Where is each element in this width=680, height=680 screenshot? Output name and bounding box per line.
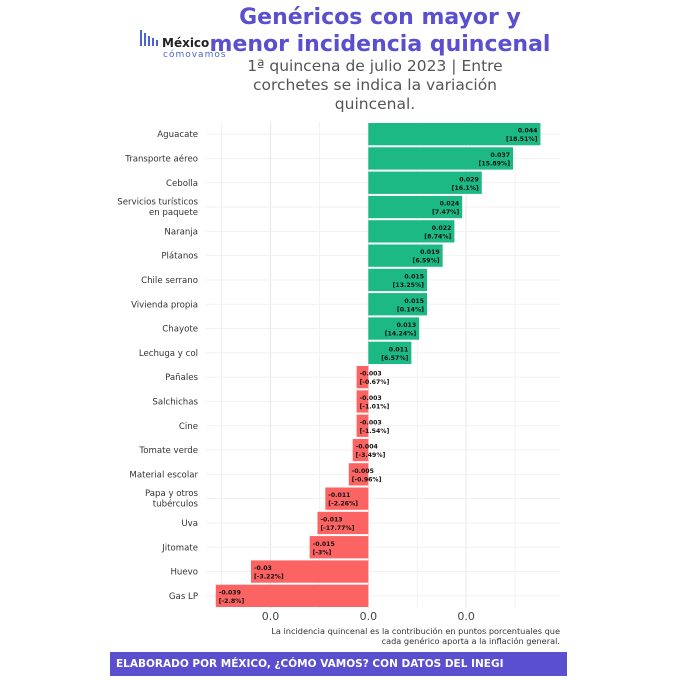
variation-label: [15.89%] bbox=[479, 160, 511, 167]
category-label: Gas LP bbox=[169, 592, 198, 602]
value-label: -0.003 bbox=[360, 419, 382, 426]
variation-label: [13.25%] bbox=[393, 282, 425, 289]
category-label: Salchichas bbox=[152, 397, 198, 407]
bar bbox=[348, 463, 369, 486]
value-label: 0.037 bbox=[490, 152, 510, 159]
bar bbox=[368, 171, 482, 194]
bar bbox=[368, 244, 443, 267]
chart-subtitle: 1ª quincena de julio 2023 | Entre corche… bbox=[247, 57, 503, 113]
category-label: Pañales bbox=[165, 373, 198, 383]
category-label: Tomate verde bbox=[138, 446, 198, 456]
category-label: Vivienda propia bbox=[131, 300, 198, 310]
x-tick-label: 0.0 bbox=[262, 610, 280, 623]
value-label: 0.029 bbox=[459, 176, 479, 183]
variation-label: [7.47%] bbox=[432, 209, 459, 216]
value-label: -0.013 bbox=[320, 516, 342, 523]
bar bbox=[368, 317, 420, 340]
value-label: 0.015 bbox=[404, 298, 424, 305]
variation-label: [-0.96%] bbox=[352, 476, 382, 483]
bar bbox=[368, 147, 514, 170]
x-tick-label: 0.0 bbox=[457, 610, 475, 623]
category-label: Cebolla bbox=[166, 179, 198, 189]
category-label: Plátanos bbox=[161, 252, 198, 262]
category-label: Material escolar bbox=[129, 470, 198, 480]
variation-label: [16.1%] bbox=[452, 185, 479, 192]
category-label: tubérculos bbox=[153, 499, 199, 510]
category-label: Transporte aéreo bbox=[124, 153, 198, 164]
variation-label: [-17.77%] bbox=[320, 525, 354, 532]
variation-label: [-3%] bbox=[313, 549, 332, 556]
value-label: -0.039 bbox=[219, 589, 241, 596]
category-label: Huevo bbox=[170, 568, 198, 578]
variation-label: [-3.49%] bbox=[356, 452, 386, 459]
bar bbox=[317, 511, 369, 535]
bar bbox=[368, 293, 428, 316]
variation-label: [-0.67%] bbox=[360, 379, 390, 386]
category-label: Naranja bbox=[164, 227, 198, 237]
bar bbox=[368, 341, 412, 364]
logo-subtitle: cómovamos bbox=[163, 50, 227, 60]
category-label: en paquete bbox=[149, 208, 198, 218]
variation-label: [6.57%] bbox=[381, 355, 408, 362]
logo-bars-icon bbox=[140, 30, 158, 46]
variation-label: [-3.22%] bbox=[254, 574, 284, 581]
category-label: Chile serrano bbox=[141, 276, 198, 286]
value-label: -0.003 bbox=[360, 395, 382, 402]
logo-name: México bbox=[162, 36, 210, 50]
category-label: Papa y otros bbox=[145, 489, 199, 499]
bar bbox=[250, 560, 369, 583]
bar bbox=[368, 268, 428, 292]
value-label: -0.004 bbox=[356, 444, 379, 451]
variation-label: [-2.26%] bbox=[328, 501, 358, 508]
category-label: Lechuga y col bbox=[139, 349, 198, 359]
value-label: -0.011 bbox=[328, 492, 350, 499]
mexico-como-vamos-logo: México cómovamos bbox=[140, 28, 230, 62]
bar bbox=[356, 366, 369, 389]
value-label: -0.015 bbox=[313, 541, 335, 548]
value-label: 0.013 bbox=[397, 322, 417, 329]
variation-label: [-1.54%] bbox=[360, 428, 390, 435]
x-tick-label: 0.0 bbox=[360, 610, 378, 623]
value-label: -0.005 bbox=[352, 468, 374, 475]
value-label: 0.019 bbox=[420, 249, 440, 256]
variation-label: [8.74%] bbox=[424, 233, 451, 240]
chart-title: Genéricos con mayor y menor incidencia q… bbox=[209, 5, 551, 57]
value-label: 0.022 bbox=[432, 225, 452, 232]
category-label: Jitomate bbox=[161, 543, 198, 553]
bar bbox=[309, 536, 369, 559]
bar bbox=[368, 195, 463, 219]
value-label: 0.024 bbox=[440, 201, 460, 208]
chart-note: La incidencia quincenal es la contribuci… bbox=[271, 626, 560, 646]
value-label: -0.03 bbox=[254, 565, 272, 572]
bar bbox=[368, 123, 541, 146]
value-label: 0.011 bbox=[389, 346, 409, 353]
bar bbox=[368, 220, 455, 243]
value-label: -0.003 bbox=[360, 371, 382, 378]
variation-label: [18.51%] bbox=[506, 136, 538, 143]
bar bbox=[356, 390, 369, 413]
category-label: Uva bbox=[181, 519, 198, 529]
category-label: Cine bbox=[179, 422, 198, 432]
variation-label: [-2.8%] bbox=[219, 598, 245, 605]
variation-label: [0.14%] bbox=[397, 306, 424, 313]
category-label: Servicios turísticos bbox=[117, 198, 198, 208]
value-label: 0.044 bbox=[518, 128, 538, 135]
category-label: Aguacate bbox=[157, 130, 198, 140]
variation-label: [14.24%] bbox=[385, 331, 417, 338]
variation-label: [-1.01%] bbox=[360, 403, 390, 410]
value-label: 0.015 bbox=[404, 273, 424, 280]
variation-label: [6.59%] bbox=[413, 258, 440, 265]
bar bbox=[215, 584, 369, 607]
bar bbox=[352, 438, 369, 462]
bar bbox=[356, 414, 369, 437]
category-label: Chayote bbox=[162, 325, 198, 335]
bar bbox=[325, 487, 369, 510]
footer-banner: ELABORADO POR MÉXICO, ¿CÓMO VAMOS? CON D… bbox=[110, 652, 567, 676]
